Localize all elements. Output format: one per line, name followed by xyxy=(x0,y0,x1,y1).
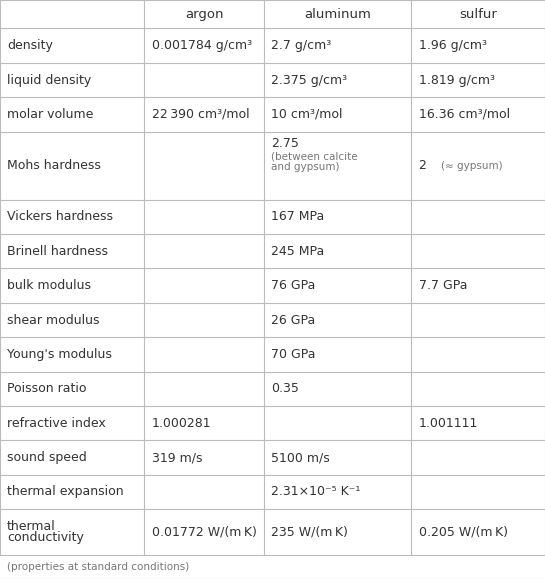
Text: refractive index: refractive index xyxy=(7,417,106,430)
Text: 2.31×10⁻⁵ K⁻¹: 2.31×10⁻⁵ K⁻¹ xyxy=(271,485,361,499)
Text: Vickers hardness: Vickers hardness xyxy=(7,210,113,223)
Text: 76 GPa: 76 GPa xyxy=(271,279,316,292)
Text: sulfur: sulfur xyxy=(459,8,497,21)
Text: 2.7 g/cm³: 2.7 g/cm³ xyxy=(271,39,332,52)
Text: thermal: thermal xyxy=(7,520,56,533)
Text: 319 m/s: 319 m/s xyxy=(152,451,202,464)
Text: aluminum: aluminum xyxy=(305,8,371,21)
Text: (≈ gypsum): (≈ gypsum) xyxy=(441,160,503,171)
Text: (properties at standard conditions): (properties at standard conditions) xyxy=(7,562,189,572)
Text: 1.000281: 1.000281 xyxy=(152,417,211,430)
Text: 2.75: 2.75 xyxy=(271,137,299,150)
Text: 1.001111: 1.001111 xyxy=(419,417,478,430)
Text: 16.36 cm³/mol: 16.36 cm³/mol xyxy=(419,108,510,121)
Text: 22 390 cm³/mol: 22 390 cm³/mol xyxy=(152,108,249,121)
Text: 0.35: 0.35 xyxy=(271,382,299,395)
Text: sound speed: sound speed xyxy=(7,451,87,464)
Text: 245 MPa: 245 MPa xyxy=(271,245,325,258)
Text: bulk modulus: bulk modulus xyxy=(7,279,91,292)
Text: liquid density: liquid density xyxy=(7,74,92,86)
Text: 70 GPa: 70 GPa xyxy=(271,348,316,361)
Text: Young's modulus: Young's modulus xyxy=(7,348,112,361)
Text: Poisson ratio: Poisson ratio xyxy=(7,382,87,395)
Text: 0.01772 W/(m K): 0.01772 W/(m K) xyxy=(152,526,256,538)
Text: 167 MPa: 167 MPa xyxy=(271,210,325,223)
Text: 0.205 W/(m K): 0.205 W/(m K) xyxy=(419,526,507,538)
Text: (between calcite: (between calcite xyxy=(271,152,358,162)
Text: 0.001784 g/cm³: 0.001784 g/cm³ xyxy=(152,39,252,52)
Text: molar volume: molar volume xyxy=(7,108,93,121)
Text: argon: argon xyxy=(185,8,223,21)
Text: 235 W/(m K): 235 W/(m K) xyxy=(271,526,348,538)
Text: thermal expansion: thermal expansion xyxy=(7,485,124,499)
Text: 5100 m/s: 5100 m/s xyxy=(271,451,330,464)
Text: 10 cm³/mol: 10 cm³/mol xyxy=(271,108,343,121)
Text: conductivity: conductivity xyxy=(7,532,84,544)
Text: 1.819 g/cm³: 1.819 g/cm³ xyxy=(419,74,494,86)
Text: Brinell hardness: Brinell hardness xyxy=(7,245,108,258)
Text: 1.96 g/cm³: 1.96 g/cm³ xyxy=(419,39,487,52)
Text: 2.375 g/cm³: 2.375 g/cm³ xyxy=(271,74,348,86)
Text: density: density xyxy=(7,39,53,52)
Text: 26 GPa: 26 GPa xyxy=(271,313,316,327)
Text: 2: 2 xyxy=(419,159,426,172)
Text: Mohs hardness: Mohs hardness xyxy=(7,159,101,172)
Text: and gypsum): and gypsum) xyxy=(271,162,340,173)
Text: shear modulus: shear modulus xyxy=(7,313,100,327)
Text: 7.7 GPa: 7.7 GPa xyxy=(419,279,467,292)
